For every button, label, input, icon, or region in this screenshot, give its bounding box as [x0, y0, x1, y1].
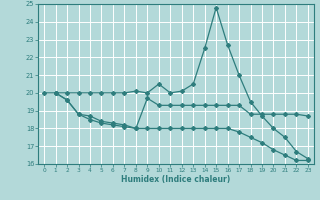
X-axis label: Humidex (Indice chaleur): Humidex (Indice chaleur): [121, 175, 231, 184]
